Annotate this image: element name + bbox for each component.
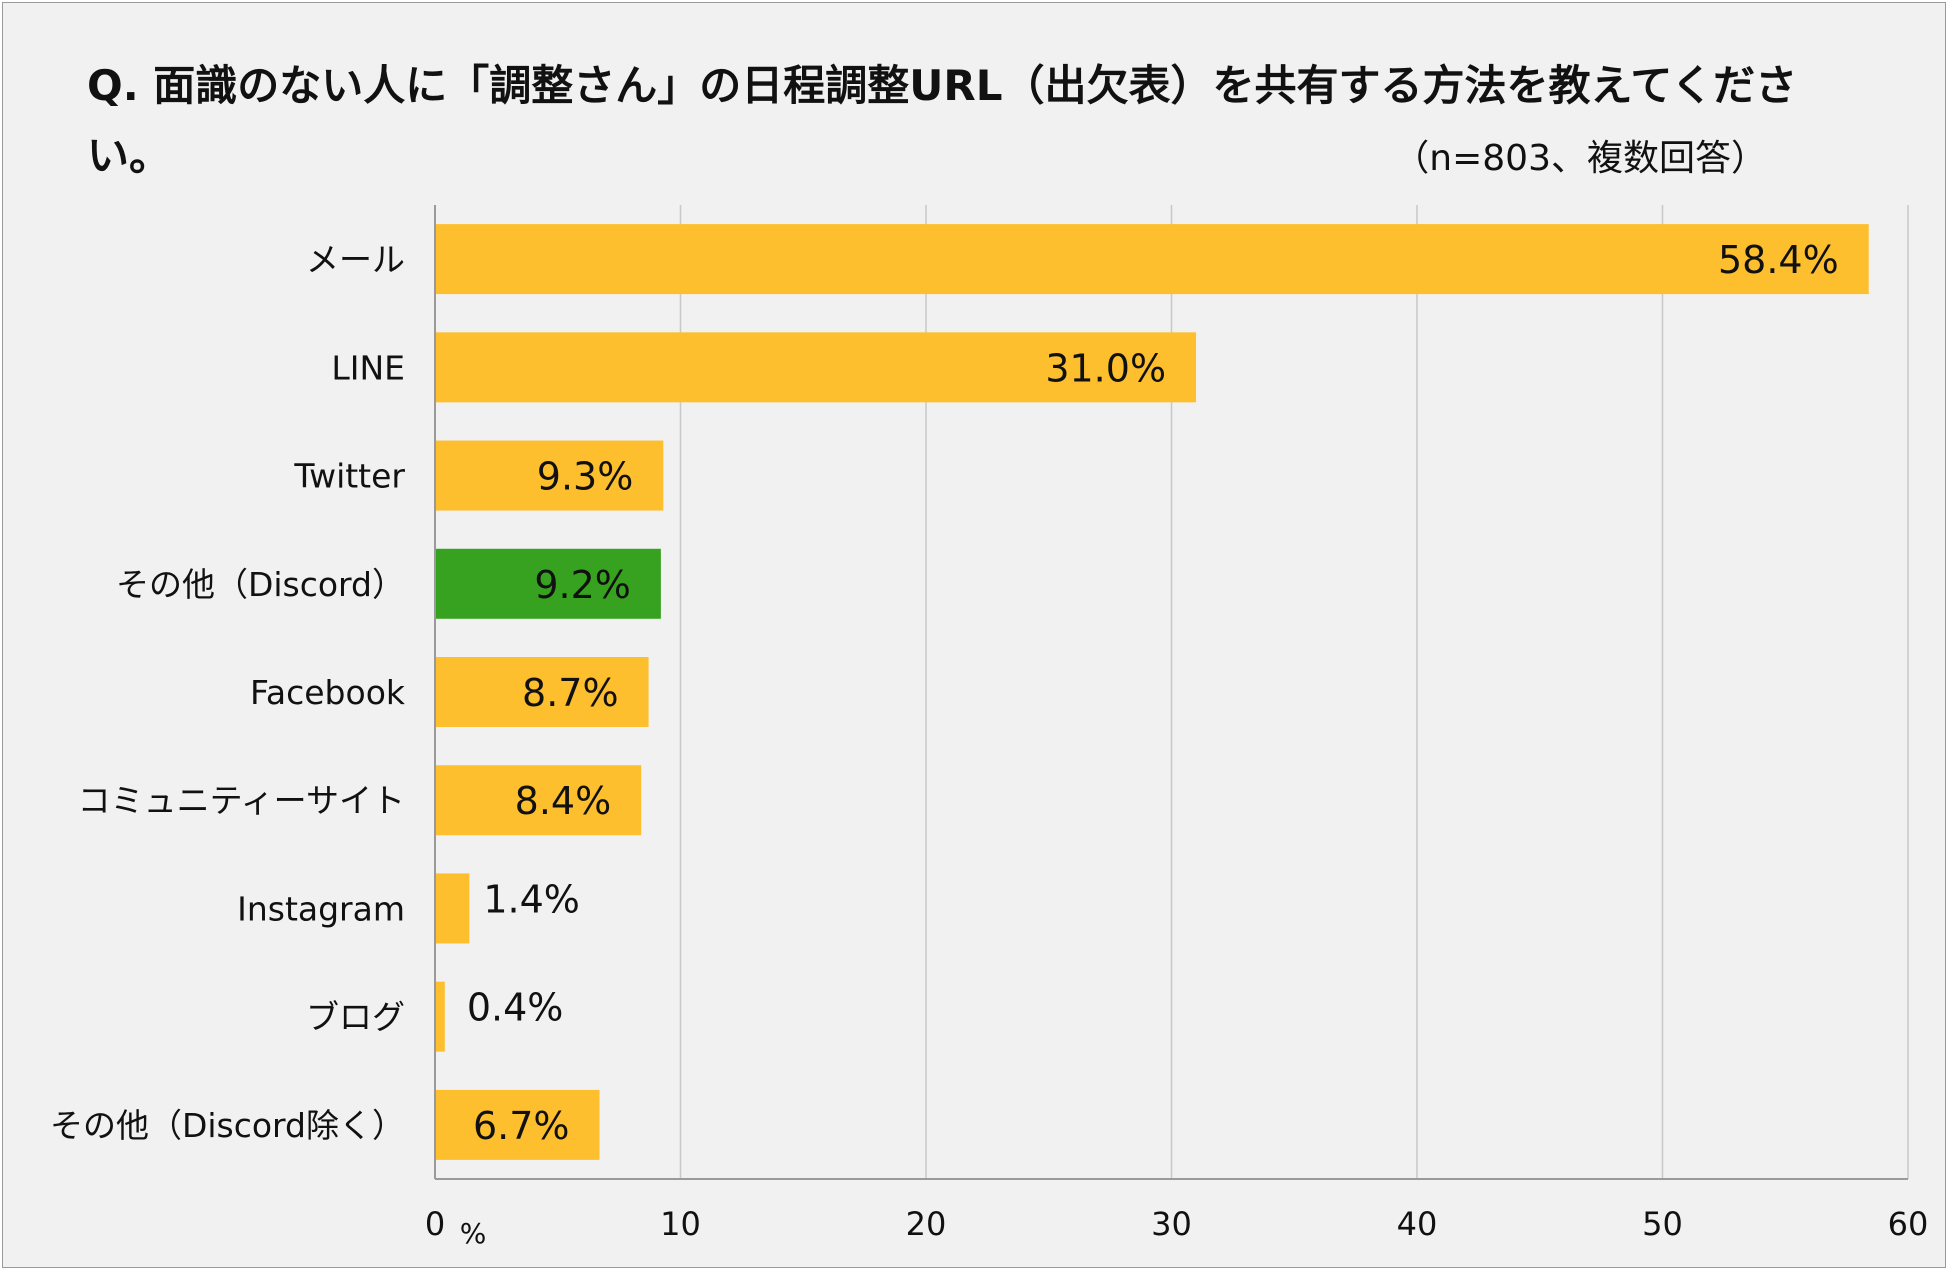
- category-label: Instagram: [237, 889, 405, 928]
- category-label: Facebook: [250, 673, 406, 712]
- bar: [435, 332, 1197, 403]
- value-label: 9.2%: [534, 563, 631, 607]
- bar: [435, 873, 470, 944]
- category-label: LINE: [331, 348, 405, 387]
- value-label: 6.7%: [473, 1104, 570, 1148]
- bars: [435, 224, 1869, 1160]
- bar: [435, 224, 1869, 295]
- x-tick-label: 10: [660, 1205, 701, 1243]
- category-label: その他（Discord除く）: [50, 1106, 405, 1145]
- bar: [435, 981, 445, 1052]
- chart-subtitle: （n=803、複数回答）: [1393, 138, 1767, 179]
- bar: [435, 440, 664, 511]
- value-label: 0.4%: [467, 986, 564, 1030]
- bar: [435, 657, 649, 727]
- value-label: 1.4%: [483, 877, 580, 921]
- value-label: 9.3%: [537, 455, 634, 499]
- category-label: その他（Discord）: [116, 565, 405, 604]
- labels: 0 10 20 30 40 50 60% メール 58.4% LINE 31.0% Twitter 9.…: [50, 238, 1928, 1250]
- chart-title: Q. 面識のない人に「調整さん」の日程調整URL（出欠表）を共有する方法を教えて…: [87, 61, 1798, 180]
- category-label: メール: [306, 240, 405, 279]
- value-label: 31.0%: [1045, 346, 1166, 390]
- x-tick-label: 40: [1397, 1205, 1438, 1243]
- x-unit-label: %: [460, 1217, 487, 1250]
- value-label: 8.7%: [522, 671, 619, 715]
- category-label: ブログ: [306, 998, 405, 1037]
- x-tick-label: 50: [1642, 1205, 1683, 1243]
- axes: [434, 205, 1908, 1180]
- x-tick-label: 0: [425, 1205, 445, 1243]
- x-tick-label: 60: [1888, 1205, 1929, 1243]
- category-label: コミュニティーサイト: [78, 781, 405, 820]
- bar-chart: 0 10 20 30 40 50 60% メール 58.4% LINE 31.0% Twitter 9.…: [50, 205, 1928, 1250]
- value-label: 58.4%: [1718, 238, 1839, 282]
- bar: [435, 765, 642, 836]
- x-tick-label: 20: [906, 1205, 947, 1243]
- value-label: 8.4%: [515, 779, 612, 823]
- bar: [435, 548, 661, 619]
- bar: [435, 1089, 600, 1160]
- category-label: Twitter: [293, 457, 405, 496]
- x-tick-label: 30: [1151, 1205, 1192, 1243]
